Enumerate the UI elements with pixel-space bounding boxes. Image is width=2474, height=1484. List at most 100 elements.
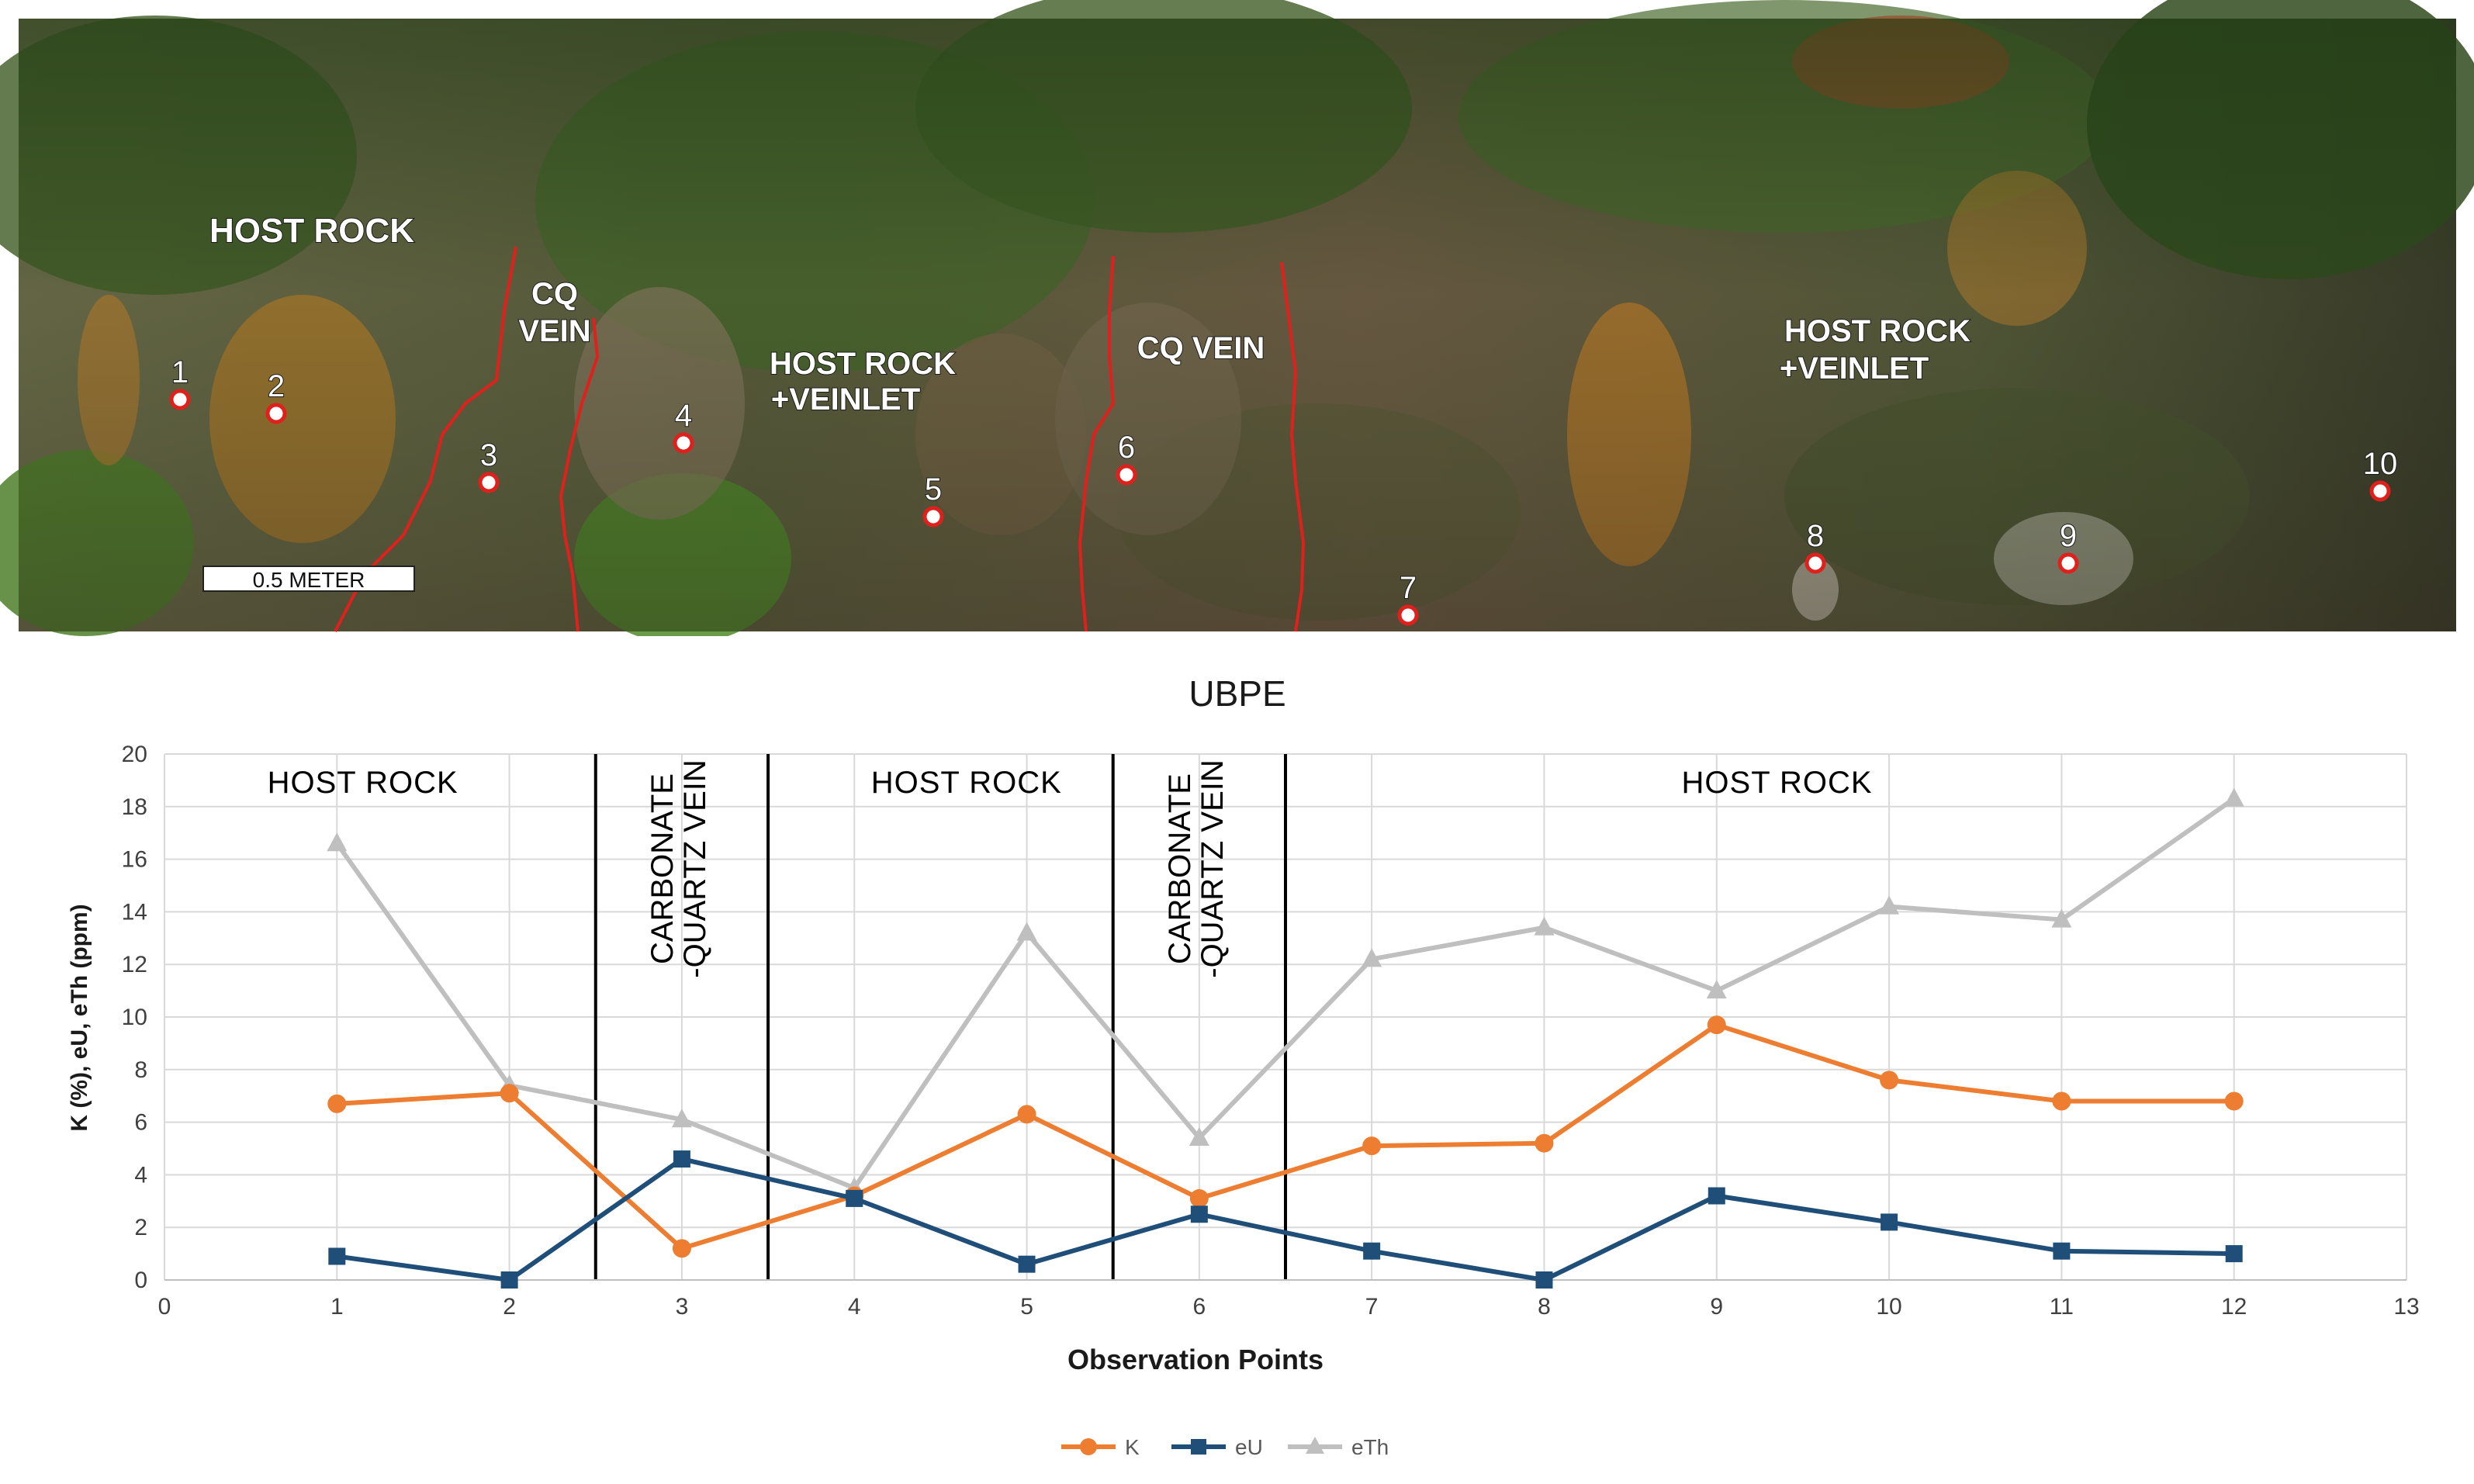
- data-point-eTh: [2051, 908, 2072, 928]
- data-point-K: [2224, 1091, 2244, 1111]
- y-tick-label: 14: [122, 899, 147, 925]
- label-host-rock-veinlet-2-line1: HOST ROCK: [1784, 314, 1971, 348]
- zone-label: -QUARTZ VEIN: [1195, 759, 1230, 978]
- data-point-eTh: [2223, 787, 2244, 807]
- photo-point-marker: [2057, 552, 2079, 574]
- y-tick-label: 20: [122, 742, 147, 767]
- vein-boundary-line: [1280, 261, 1306, 632]
- chart-background: [19, 636, 2456, 1470]
- photo-point-marker: [265, 403, 287, 424]
- x-tick-label: 8: [1538, 1294, 1551, 1320]
- zone-dividers: HOST ROCK CARBONATE-QUARTZ VEIN HOST ROCK C…: [268, 754, 1873, 1280]
- vein-boundaries: [334, 246, 1306, 632]
- data-point-eU: [1018, 1255, 1036, 1273]
- series-line-eU: [336, 1157, 2234, 1282]
- scale-bar: 0.5 METER: [202, 566, 415, 592]
- x-tick-label: 4: [848, 1294, 861, 1320]
- zone-label: CARBONATE: [1163, 773, 1197, 964]
- zone-label: HOST ROCK: [268, 766, 458, 800]
- x-tick-label: 13: [2393, 1294, 2419, 1320]
- outcrop-photo: HOST ROCK CQ VEIN HOST ROCK +VEINLET CQ …: [0, 0, 2474, 644]
- x-tick-label: 5: [1020, 1294, 1033, 1320]
- data-point-K: [1189, 1188, 1209, 1208]
- zone-label: HOST ROCK: [1682, 766, 1873, 800]
- x-tick-label: 3: [676, 1294, 689, 1320]
- data-point-eTh: [1706, 980, 1727, 999]
- y-tick-label: 16: [122, 847, 147, 873]
- x-tick-label: 7: [1365, 1294, 1379, 1320]
- legend-marker-K: [1080, 1438, 1097, 1455]
- y-tick-label: 0: [134, 1268, 147, 1293]
- data-point-eU: [500, 1271, 518, 1289]
- data-point-eU: [1363, 1242, 1381, 1260]
- x-tick-label: 11: [2050, 1294, 2074, 1320]
- series-line-K: [337, 1022, 2234, 1251]
- vein-boundary-line: [334, 246, 517, 632]
- data-point-eU: [846, 1189, 863, 1207]
- x-tick-label: 2: [503, 1294, 516, 1320]
- y-tick-label: 4: [134, 1162, 147, 1188]
- zone-label: HOST ROCK: [871, 766, 1062, 800]
- vein-boundary-line: [1078, 255, 1116, 632]
- data-point-eTh: [1879, 895, 1900, 915]
- photo-labels: HOST ROCK CQ VEIN HOST ROCK +VEINLET CQ …: [209, 211, 1971, 417]
- photo-point-marker: [673, 432, 694, 454]
- y-tick-label: 8: [134, 1057, 147, 1083]
- label-host-rock-veinlet-1-line1: HOST ROCK: [770, 347, 956, 381]
- scale-bar-rect: [202, 566, 415, 592]
- chart-series: [327, 787, 2244, 1289]
- photo-point-label: 6: [1118, 431, 1135, 465]
- legend-marker-eTh: [1306, 1437, 1324, 1454]
- label-host-rock-left: HOST ROCK: [209, 212, 414, 250]
- y-tick-label: 2: [134, 1215, 147, 1240]
- legend-label-eU: eU: [1235, 1435, 1263, 1459]
- photo-point-marker: [1804, 552, 1826, 574]
- photo-point-label: 4: [675, 399, 692, 433]
- data-point-eU: [673, 1150, 690, 1168]
- photo-point-label: 5: [925, 472, 942, 507]
- photo-point-marker: [2369, 480, 2391, 502]
- data-point-K: [327, 1094, 347, 1113]
- legend-marker-eU: [1191, 1439, 1206, 1455]
- photo-point-label: 1: [171, 355, 189, 389]
- legend-label-K: K: [1125, 1435, 1140, 1459]
- data-point-eU: [328, 1247, 346, 1265]
- data-point-K: [1535, 1133, 1554, 1153]
- photo-point-label: 8: [1807, 519, 1824, 553]
- data-point-eTh: [327, 832, 348, 852]
- data-point-eU: [1708, 1187, 1725, 1205]
- x-tick-label: 1: [330, 1294, 344, 1320]
- label-host-rock-veinlet-2-line2: +VEINLET: [1780, 351, 1929, 386]
- photo-point-marker: [1116, 464, 1137, 486]
- photo-point-label: 7: [1400, 571, 1417, 605]
- data-point-eTh: [1534, 916, 1555, 936]
- legend-label-eTh: eTh: [1351, 1435, 1389, 1459]
- photo-point-label: 10: [2363, 447, 2398, 481]
- data-point-eTh: [1362, 948, 1382, 967]
- label-cq-vein-2: CQ VEIN: [1137, 331, 1265, 365]
- label-cq-vein-1-line2: VEIN: [518, 314, 590, 348]
- data-point-K: [1017, 1105, 1036, 1124]
- x-tick-label: 0: [158, 1294, 171, 1320]
- label-host-rock-veinlet-1-line2: +VEINLET: [771, 382, 920, 417]
- data-point-K: [500, 1084, 519, 1103]
- data-point-eU: [2225, 1245, 2243, 1263]
- zone-label: CARBONATE: [645, 773, 680, 964]
- y-tick-label: 10: [122, 1005, 147, 1030]
- chart-panel: UBPE HOST ROCK CARBONATE-QUARTZ VEIN HOST …: [19, 636, 2456, 1470]
- data-point-eU: [1190, 1206, 1208, 1223]
- data-point-eU: [1535, 1271, 1553, 1289]
- data-point-eU: [2053, 1242, 2071, 1260]
- y-tick-label: 12: [122, 952, 147, 977]
- photo-points: 1 2 3 4 5 6 7 8 9 10: [169, 355, 2398, 626]
- photo-shading: [19, 19, 2456, 631]
- photo-point-marker: [478, 472, 500, 493]
- data-point-K: [1707, 1015, 1726, 1035]
- label-cq-vein-1-line1: CQ: [531, 277, 578, 311]
- scale-bar-label: 0.5 METER: [253, 568, 365, 592]
- data-point-eTh: [671, 1109, 692, 1128]
- chart-title: UBPE: [1189, 673, 1285, 714]
